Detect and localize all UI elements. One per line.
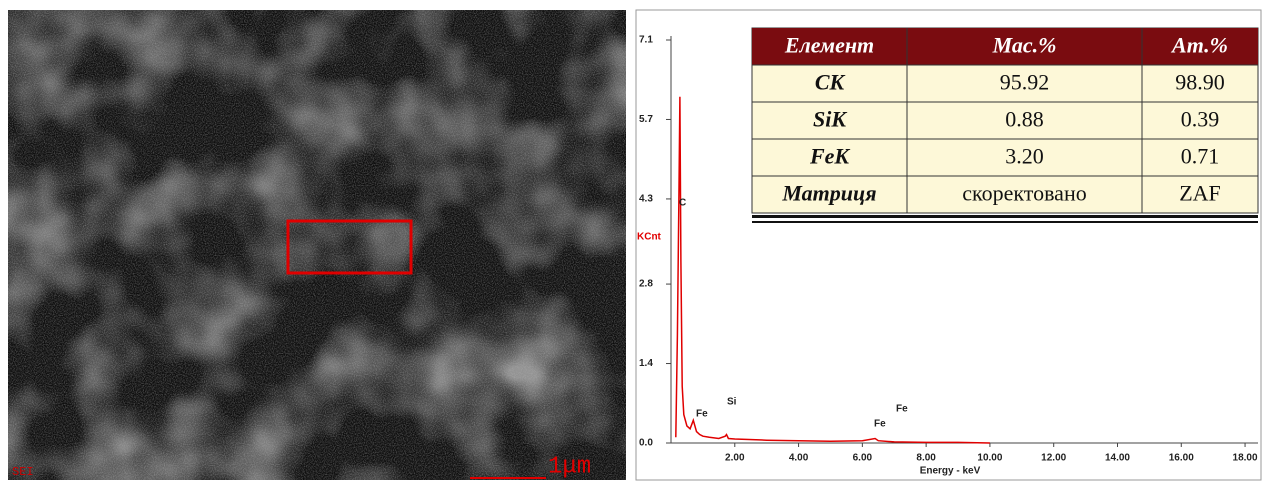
x-axis-label: Energy - keV <box>920 466 981 477</box>
peak-label: Si <box>727 397 737 408</box>
y-tick-label: 4.3 <box>639 194 653 205</box>
y-tick-label: 0.0 <box>639 438 653 449</box>
header-cell: Елемент <box>784 33 874 58</box>
x-tick-label: 14.00 <box>1105 453 1130 464</box>
element-cell: SiK <box>813 107 847 132</box>
peak-label: Fe <box>896 404 908 415</box>
x-tick-label: 4.00 <box>789 453 809 464</box>
value-cell: 98.90 <box>1175 70 1225 95</box>
element-cell: Матриця <box>781 181 876 206</box>
y-tick-label: 7.1 <box>639 35 653 46</box>
x-tick-label: 10.00 <box>977 453 1002 464</box>
scale-label: 1μm <box>548 453 591 480</box>
value-cell: 3.20 <box>1005 144 1044 169</box>
value-cell: ZAF <box>1179 181 1221 206</box>
value-cell: скоректовано <box>962 181 1086 206</box>
x-tick-label: 8.00 <box>916 453 936 464</box>
table-rule <box>752 215 1258 218</box>
value-cell: 0.71 <box>1181 144 1220 169</box>
value-cell: 95.92 <box>1000 70 1050 95</box>
x-tick-label: 16.00 <box>1169 453 1194 464</box>
sem-image: SEI 1μm <box>8 10 626 480</box>
sem-label: SEI <box>12 465 34 479</box>
figure: SEI 1μm 0.0 1.4 2.8 4.3 5.7 7.1 2.00 4.00 6.00 8.… <box>0 0 1263 484</box>
y-axis-label: KCnt <box>637 232 662 243</box>
header-cell: Ат.% <box>1170 33 1228 58</box>
element-cell: FeK <box>809 144 850 169</box>
element-cell: CK <box>815 70 846 95</box>
y-tick-label: 1.4 <box>639 358 653 369</box>
x-tick-label: 18.00 <box>1233 453 1258 464</box>
value-cell: 0.39 <box>1181 107 1220 132</box>
y-tick-label: 2.8 <box>639 279 653 290</box>
x-tick-label: 12.00 <box>1041 453 1066 464</box>
peak-label: Fe <box>696 409 708 420</box>
x-tick-label: 2.00 <box>725 453 745 464</box>
x-tick-label: 6.00 <box>853 453 873 464</box>
peak-label: C <box>679 198 686 209</box>
result-table: Елемент Мас.% Ат.% CK 95.92 98.90 SiK 0.88 0.39 F… <box>752 28 1258 223</box>
peak-label: Fe <box>874 419 886 430</box>
y-tick-label: 5.7 <box>639 114 653 125</box>
value-cell: 0.88 <box>1005 107 1044 132</box>
table-rule <box>752 221 1258 223</box>
header-cell: Мас.% <box>992 33 1057 58</box>
